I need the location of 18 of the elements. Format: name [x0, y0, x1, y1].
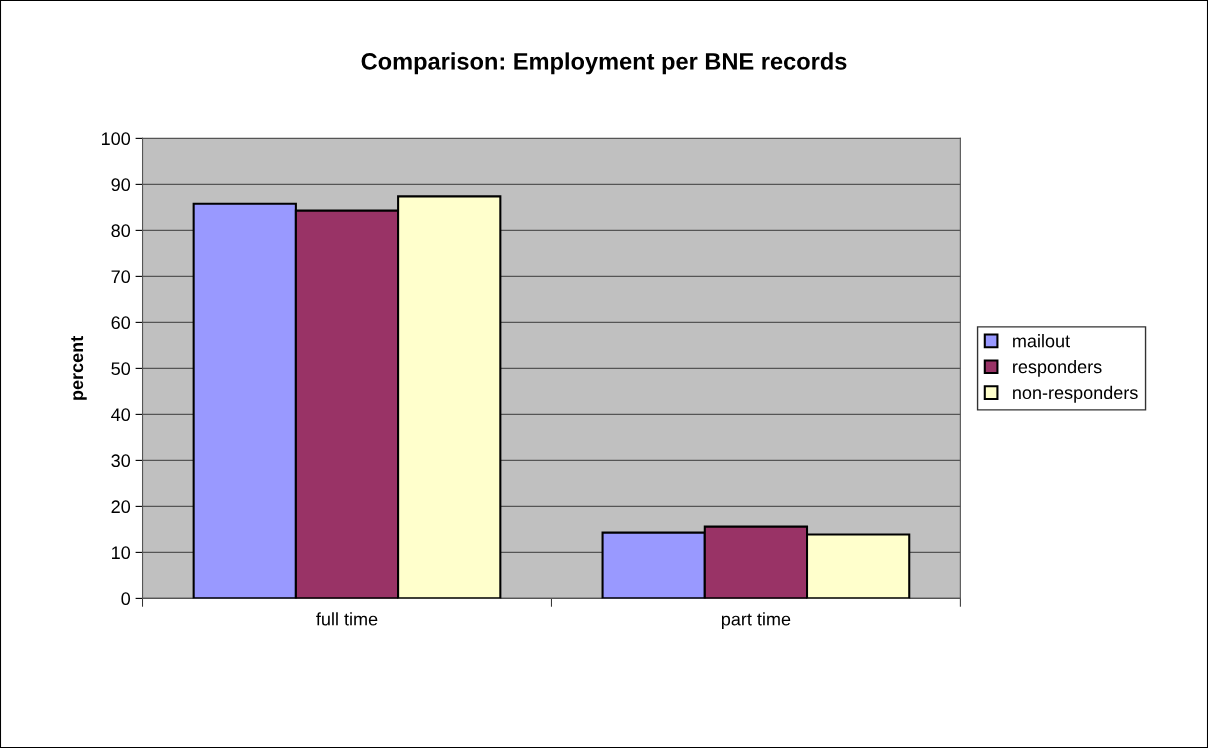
legend-label: non-responders — [1013, 385, 1138, 403]
y-tick-label: 60 — [111, 316, 131, 330]
y-tick-label: 0 — [121, 592, 131, 606]
y-tick-label: 80 — [111, 224, 131, 238]
legend-label: mailout — [1013, 334, 1070, 348]
x-tick-label: full time — [316, 612, 378, 626]
chart-title: Comparison: Employment per BNE records — [361, 52, 847, 75]
y-tick-label: 20 — [111, 500, 131, 514]
y-tick-label: 100 — [101, 132, 131, 146]
x-tick-label: part time — [721, 612, 791, 630]
y-tick-label: 50 — [111, 362, 131, 376]
y-tick-label: 70 — [111, 270, 131, 284]
y-tick-label: 10 — [112, 546, 131, 560]
y-tick-label: 90 — [111, 178, 131, 192]
legend-label: responders — [1013, 359, 1102, 377]
y-tick-label: 40 — [111, 408, 131, 422]
y-tick-label: 30 — [111, 454, 131, 468]
y-axis-title: percent — [71, 336, 87, 400]
